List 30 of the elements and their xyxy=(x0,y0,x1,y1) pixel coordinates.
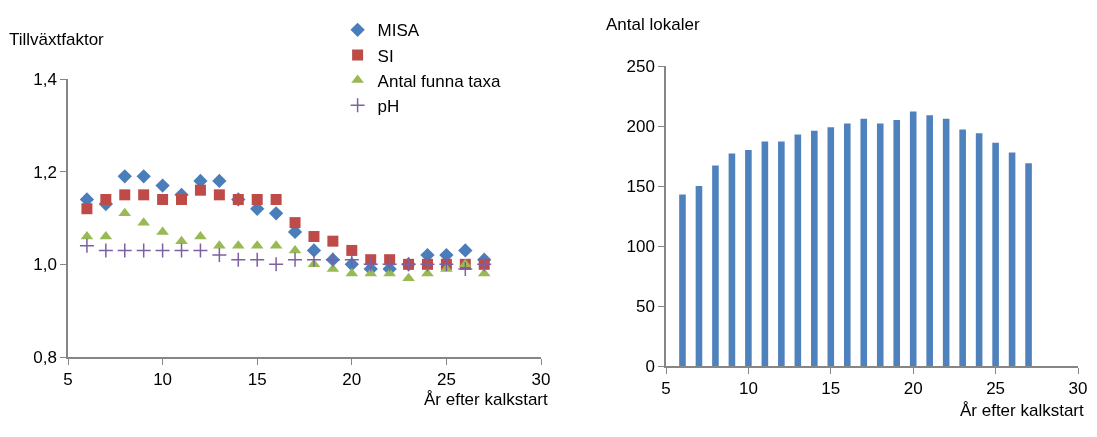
x-tick-label: 15 xyxy=(821,379,841,399)
x-tick-label: 10 xyxy=(153,370,173,390)
x-tick-label: 30 xyxy=(1068,379,1088,399)
y-tick-label: 50 xyxy=(635,296,655,316)
legend-label: MISA xyxy=(377,21,420,41)
y-tick-label: 0,8 xyxy=(33,347,57,367)
y-tick-label: 1,2 xyxy=(33,162,57,182)
y-axis-title: Antal lokaler xyxy=(606,15,700,34)
y-tick-label: 250 xyxy=(626,56,655,76)
x-tick-label: 5 xyxy=(63,370,73,390)
x-tick-label: 30 xyxy=(531,370,551,390)
legend-label: Antal funna taxa xyxy=(377,71,502,91)
y-tick-label: 150 xyxy=(626,176,655,196)
x-tick-label: 10 xyxy=(738,379,758,399)
x-tick-label: 20 xyxy=(903,379,923,399)
x-axis-title: År efter kalkstart xyxy=(424,390,549,409)
y-tick-label: 200 xyxy=(626,116,655,136)
x-tick-label: 20 xyxy=(342,370,362,390)
x-axis-title: År efter kalkstart xyxy=(960,401,1085,420)
y-tick-label: 1,4 xyxy=(33,69,57,89)
legend-label: pH xyxy=(377,96,400,116)
x-tick-label: 5 xyxy=(661,379,671,399)
x-tick-label: 15 xyxy=(247,370,267,390)
x-tick-label: 25 xyxy=(986,379,1006,399)
y-axis-title: Tillväxtfaktor xyxy=(9,30,105,49)
y-tick-label: 100 xyxy=(626,236,655,256)
legend-label: SI xyxy=(377,46,394,66)
y-tick-label: 1,0 xyxy=(33,255,57,275)
x-tick-label: 25 xyxy=(436,370,456,390)
y-tick-label: 0 xyxy=(645,356,655,376)
